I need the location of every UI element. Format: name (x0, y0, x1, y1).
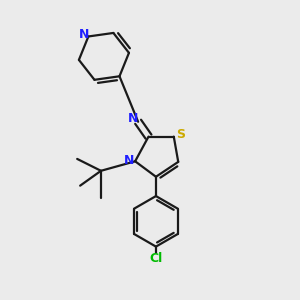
Text: N: N (79, 28, 90, 40)
Text: Cl: Cl (149, 252, 163, 265)
Text: N: N (128, 112, 138, 125)
Text: S: S (176, 128, 185, 141)
Text: N: N (123, 154, 134, 167)
